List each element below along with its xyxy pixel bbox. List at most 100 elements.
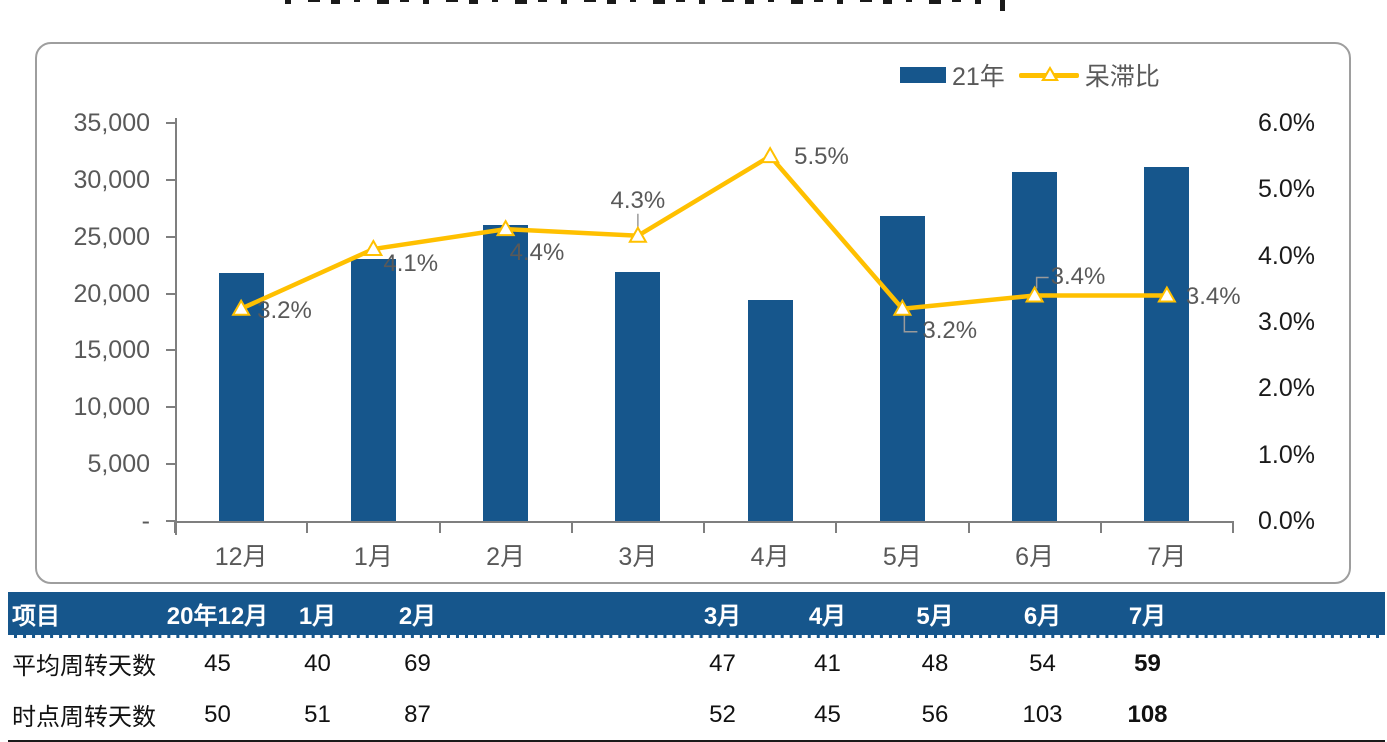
y-axis-tick bbox=[166, 406, 175, 409]
bar-3月 bbox=[615, 271, 661, 521]
table-cell: 56 bbox=[921, 700, 949, 728]
table-header-cell: 20年12月 bbox=[166, 603, 269, 630]
y-axis-right-tick-label: 6.0% bbox=[1258, 109, 1315, 137]
triangle-marker-icon bbox=[1040, 66, 1059, 81]
y-axis-right-tick-label: 5.0% bbox=[1258, 175, 1315, 204]
clipped-title-mark bbox=[722, 0, 734, 2]
clipped-title-mark bbox=[354, 0, 360, 2]
clipped-title-mark bbox=[308, 0, 320, 2]
clipped-title-mark bbox=[860, 0, 872, 2]
table-header-cell: 1月 bbox=[298, 603, 337, 630]
y-axis-left-tick-label: 15,000 bbox=[73, 336, 150, 365]
table-cell: 51 bbox=[304, 700, 331, 728]
table-row: 平均周转天数 45 40 69 47 41 48 54 59 bbox=[8, 638, 1385, 689]
y-axis-tick bbox=[166, 178, 175, 181]
table-cell: 54 bbox=[1029, 649, 1056, 677]
y-axis-left-tick-label: 20,000 bbox=[73, 279, 150, 308]
legend-label-bar-series: 21年 bbox=[952, 63, 1005, 91]
line-point-label: 3.4% bbox=[1050, 263, 1106, 291]
table-cell: 108 bbox=[1127, 700, 1168, 728]
y-axis-left-tick-label: 5,000 bbox=[87, 450, 150, 479]
clipped-title-mark bbox=[423, 0, 429, 4]
clipped-title-mark bbox=[515, 0, 527, 4]
table-cell: 47 bbox=[709, 649, 736, 677]
clipped-title-mark bbox=[469, 0, 478, 4]
table-header-cell: 5月 bbox=[916, 603, 954, 630]
clipped-title-mark bbox=[837, 0, 843, 4]
clipped-title-mark bbox=[653, 0, 665, 4]
y-axis-right-tick-label: 1.0% bbox=[1258, 440, 1315, 469]
x-axis-category-label: 3月 bbox=[618, 543, 658, 571]
x-axis-tick bbox=[967, 521, 970, 533]
clipped-title-mark bbox=[975, 0, 981, 4]
y-axis-right-tick-label: 2.0% bbox=[1258, 374, 1315, 403]
bar-5月 bbox=[879, 216, 925, 521]
legend-label-line-series: 呆滞比 bbox=[1084, 63, 1160, 91]
clipped-title-mark bbox=[377, 0, 389, 4]
clipped-title-mark bbox=[561, 0, 567, 4]
y-axis-tick bbox=[166, 122, 175, 124]
y-axis-left-tick-label: - bbox=[141, 507, 150, 535]
y-axis-left-tick-label: 30,000 bbox=[73, 165, 150, 194]
y-axis-tick bbox=[166, 349, 175, 352]
clipped-title-mark bbox=[676, 0, 685, 2]
table-row-label: 平均周转天数 bbox=[12, 653, 156, 680]
x-axis-tick bbox=[1099, 521, 1102, 533]
table-body: 平均周转天数 45 40 69 47 41 48 54 59 时点周转天数 50 51 87 52 45 56… bbox=[8, 638, 1385, 742]
line-point-label: 4.4% bbox=[509, 239, 565, 267]
table-header-cell: 7月 bbox=[1128, 603, 1167, 630]
clipped-title-mark bbox=[400, 0, 409, 2]
bar-series-swatch-icon bbox=[900, 67, 946, 83]
clipped-title-mark bbox=[607, 0, 616, 4]
table-header-cell: 4月 bbox=[808, 603, 847, 630]
y-axis-tick bbox=[166, 520, 175, 522]
y-axis-left-tick-label: 25,000 bbox=[73, 222, 150, 251]
y-axis-left-tick-label: 10,000 bbox=[73, 393, 150, 422]
table-cell: 59 bbox=[1134, 649, 1161, 677]
bar-1月 bbox=[350, 259, 396, 521]
clipped-title-mark bbox=[929, 0, 941, 4]
x-axis-tick bbox=[174, 521, 176, 533]
clipped-title-mark bbox=[446, 0, 458, 2]
clipped-title-mark bbox=[331, 0, 340, 4]
x-axis-category-label: 12月 bbox=[214, 543, 268, 571]
y-axis-right-tick-label: 4.0% bbox=[1258, 241, 1315, 270]
legend-item-bar-series: 21年 bbox=[900, 57, 1005, 93]
table-row: 时点周转天数 50 51 87 52 45 56 103 108 bbox=[8, 689, 1385, 740]
chart-legend: 21年 呆滞比 bbox=[900, 58, 1160, 92]
table-cell: 52 bbox=[709, 700, 736, 728]
line-series-swatch-icon bbox=[1018, 65, 1079, 85]
bar-7月 bbox=[1144, 167, 1190, 521]
table-cell: 40 bbox=[304, 649, 331, 677]
clipped-title-mark bbox=[745, 0, 754, 4]
table-cell: 87 bbox=[404, 700, 431, 728]
clipped-title-mark bbox=[584, 0, 596, 2]
bar-2月 bbox=[483, 225, 529, 521]
clipped-title-mark bbox=[952, 0, 961, 2]
clipped-title-mark bbox=[791, 0, 803, 4]
clipped-title-mark bbox=[492, 0, 498, 2]
x-axis-category-label: 1月 bbox=[353, 543, 393, 571]
table-cell: 69 bbox=[404, 649, 431, 677]
x-axis-category-label: 5月 bbox=[882, 543, 922, 571]
legend-item-line-series: 呆滞比 bbox=[1018, 57, 1160, 93]
y-axis-tick bbox=[166, 292, 175, 295]
table-header-cell: 6月 bbox=[1023, 603, 1062, 630]
x-axis-category-label: 4月 bbox=[750, 543, 790, 571]
line-point-label: 3.4% bbox=[1185, 283, 1241, 311]
line-point-label: 4.3% bbox=[610, 186, 666, 214]
x-axis-tick bbox=[570, 521, 573, 533]
clipped-title-mark bbox=[285, 0, 291, 4]
clipped-title-mark bbox=[814, 0, 823, 2]
x-axis-tick bbox=[703, 521, 705, 533]
table-cell: 41 bbox=[814, 649, 841, 677]
table-header-row: 项目 20年12月 1月 2月 3月 4月 5月 6月 7月 bbox=[8, 592, 1385, 638]
table-header-cell: 项目 bbox=[12, 603, 60, 630]
line-point-label: 4.1% bbox=[383, 250, 439, 278]
x-axis-tick bbox=[306, 521, 309, 533]
x-axis-tick bbox=[835, 521, 838, 533]
table-cell: 103 bbox=[1022, 700, 1063, 728]
table-cell: 45 bbox=[204, 649, 231, 677]
clipped-title-mark bbox=[699, 0, 705, 4]
